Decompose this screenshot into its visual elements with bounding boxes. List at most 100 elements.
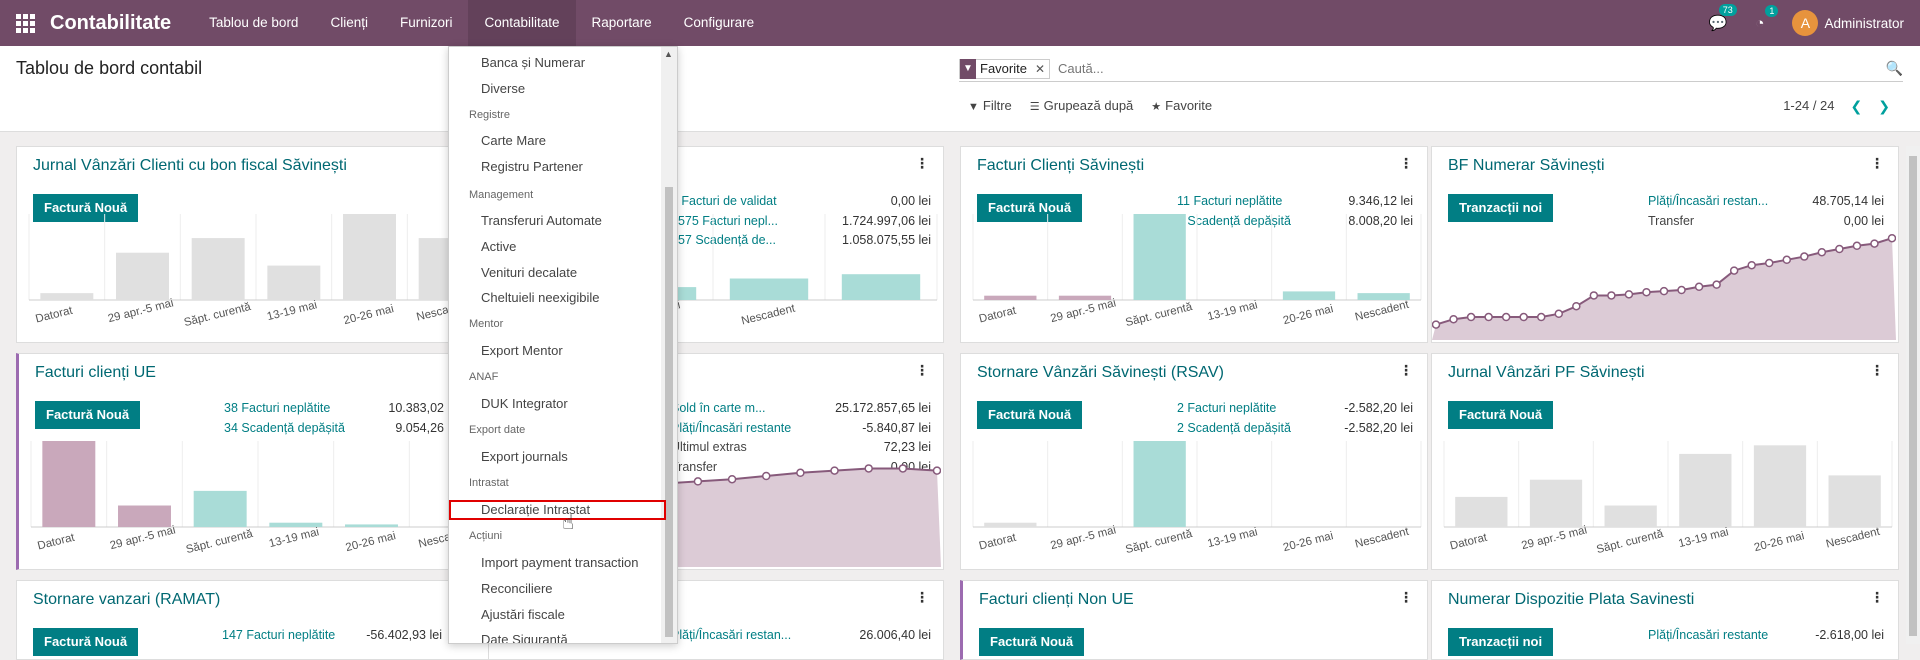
- stat-link[interactable]: Plăți/Încasări restan...: [1648, 194, 1769, 208]
- stat-link[interactable]: 1575 Facturi nepl...: [671, 213, 779, 228]
- chart-bar[interactable]: [1679, 453, 1732, 527]
- stat-link[interactable]: 147 Facturi neplătite: [222, 628, 336, 642]
- chart-bar[interactable]: [42, 441, 96, 527]
- dropdown-item[interactable]: Import payment transaction: [481, 555, 639, 570]
- chart-bar[interactable]: [1357, 293, 1410, 300]
- chart-point[interactable]: [1607, 291, 1616, 300]
- new-entry-button[interactable]: Factură Nouă: [1448, 401, 1554, 429]
- stat-link[interactable]: Transfer: [671, 459, 718, 474]
- new-entry-button[interactable]: Tranzacții noi: [1448, 628, 1554, 656]
- chart-bar[interactable]: [191, 238, 245, 300]
- chart-bar[interactable]: [1753, 445, 1807, 527]
- dropdown-item[interactable]: Registru Partener: [481, 159, 583, 174]
- app-menu-icon[interactable]: [16, 14, 38, 33]
- card-options-icon[interactable]: ⋮: [1870, 362, 1884, 378]
- pager-next-icon[interactable]: ❯: [1878, 98, 1890, 114]
- chart-point[interactable]: [1484, 312, 1493, 322]
- chart-bar[interactable]: [345, 524, 398, 527]
- chart-point[interactable]: [1659, 286, 1669, 296]
- chart-point[interactable]: [1589, 291, 1599, 300]
- stat-link[interactable]: Transfer: [1648, 213, 1695, 228]
- chart-bar[interactable]: [269, 522, 323, 527]
- dropdown-item[interactable]: Declarație Intrastat: [481, 502, 591, 517]
- chart-bar[interactable]: [1529, 479, 1583, 527]
- card-title[interactable]: Numerar Dispozitie Plata Savinesti: [1448, 591, 1695, 608]
- dropdown-item[interactable]: Export journals: [481, 449, 568, 464]
- menu-item[interactable]: Raportare: [591, 15, 652, 30]
- menu-item[interactable]: Contabilitate: [468, 0, 576, 46]
- chart-bar[interactable]: [1828, 475, 1881, 527]
- new-entry-button[interactable]: Factură Nouă: [977, 401, 1083, 429]
- stat-link[interactable]: 38 Facturi neplătite: [224, 401, 331, 415]
- dropdown-item[interactable]: Transferuri Automate: [481, 213, 602, 228]
- pager-previous-icon[interactable]: ❮: [1850, 98, 1863, 114]
- favorites-dropdown[interactable]: ★ Favorite: [1151, 98, 1212, 113]
- stat-link[interactable]: Sold în carte m...: [671, 401, 766, 415]
- new-entry-button[interactable]: Factură Nouă: [33, 194, 139, 222]
- chart-bar[interactable]: [1282, 291, 1336, 300]
- card-title[interactable]: BF Numerar Săvinești: [1448, 157, 1605, 174]
- new-entry-button[interactable]: Factură Nouă: [977, 194, 1083, 222]
- menu-item[interactable]: Furnizori: [399, 15, 453, 30]
- dropdown-item[interactable]: Active: [481, 239, 517, 254]
- chart-point[interactable]: [727, 474, 737, 484]
- card-options-icon[interactable]: ⋮: [1870, 589, 1884, 605]
- chart-point[interactable]: [1572, 301, 1581, 311]
- chart-point[interactable]: [1432, 320, 1441, 329]
- card-title[interactable]: Facturi clienți UE: [35, 364, 156, 381]
- chart-point[interactable]: [1554, 309, 1564, 319]
- dropdown-item[interactable]: Diverse: [481, 81, 526, 96]
- chart-bar[interactable]: [729, 278, 809, 301]
- stat-link[interactable]: 11 Facturi neplătite: [1177, 194, 1283, 208]
- dropdown-item[interactable]: Cheltuieli neexigibile: [481, 290, 600, 305]
- chart-bar[interactable]: [1133, 214, 1186, 300]
- chart-point[interactable]: [1782, 255, 1792, 265]
- chart-bar[interactable]: [841, 274, 921, 300]
- card-title[interactable]: Stornare vanzari (RAMAT): [33, 591, 221, 608]
- stat-link[interactable]: Plăți/Încasări restan...: [671, 628, 792, 642]
- chart-point[interactable]: [1624, 290, 1634, 299]
- new-entry-button[interactable]: Tranzacții noi: [1448, 194, 1554, 222]
- chart-bar[interactable]: [118, 505, 171, 528]
- card-title[interactable]: Jurnal Vânzări PF Săvinești: [1448, 364, 1645, 381]
- chart-point[interactable]: [796, 468, 805, 478]
- chart-point[interactable]: [1887, 233, 1896, 243]
- chart-bar[interactable]: [984, 295, 1037, 300]
- stat-link[interactable]: 3 Facturi de validat: [671, 194, 777, 208]
- chart-point[interactable]: [1536, 312, 1546, 322]
- stat-link[interactable]: 5 Scadență depășită: [1177, 213, 1291, 228]
- messages-icon[interactable]: 💬 73: [1709, 4, 1737, 32]
- chart-point[interactable]: [864, 464, 873, 473]
- chart-bar[interactable]: [984, 522, 1037, 527]
- chart-bar[interactable]: [193, 490, 247, 527]
- chart-point[interactable]: [1870, 239, 1879, 248]
- card-title[interactable]: Facturi Clienți Săvinești: [977, 157, 1145, 174]
- card-options-icon[interactable]: ⋮: [1870, 155, 1884, 171]
- page-scrollbar-thumb[interactable]: [1909, 156, 1917, 636]
- filters-dropdown[interactable]: ▼ Filtre: [968, 98, 1012, 113]
- scroll-up-icon[interactable]: ▲: [664, 49, 673, 59]
- page-scrollbar[interactable]: [1906, 146, 1920, 644]
- chart-bar[interactable]: [1455, 496, 1508, 527]
- stat-link[interactable]: 857 Scadență de...: [671, 233, 776, 247]
- activity-clock-icon[interactable]: ◔ 1: [1755, 4, 1779, 32]
- chart-bar[interactable]: [267, 265, 321, 300]
- chart-bar[interactable]: [343, 214, 396, 300]
- facet-remove-icon[interactable]: ✕: [1034, 61, 1046, 76]
- user-menu[interactable]: Administrator: [1824, 15, 1904, 31]
- chart-point[interactable]: [898, 464, 908, 473]
- card-title[interactable]: Facturi clienți Non UE: [979, 591, 1134, 608]
- stat-link[interactable]: Plăți/Încasări restante: [1648, 628, 1769, 642]
- dropdown-item[interactable]: Date Siguranță: [481, 632, 568, 644]
- chart-point[interactable]: [1852, 241, 1862, 251]
- chart-point[interactable]: [1466, 312, 1476, 322]
- chart-point[interactable]: [1835, 244, 1844, 254]
- new-entry-button[interactable]: Factură Nouă: [979, 628, 1085, 656]
- card-options-icon[interactable]: ⋮: [1399, 155, 1413, 171]
- dropdown-item[interactable]: Export Mentor: [481, 343, 563, 358]
- pager-value[interactable]: 1-24 / 24: [1783, 98, 1835, 113]
- chart-point[interactable]: [693, 477, 703, 486]
- chart-point[interactable]: [830, 466, 839, 475]
- dropdown-item[interactable]: Carte Mare: [481, 133, 547, 148]
- chart-point[interactable]: [1677, 285, 1686, 295]
